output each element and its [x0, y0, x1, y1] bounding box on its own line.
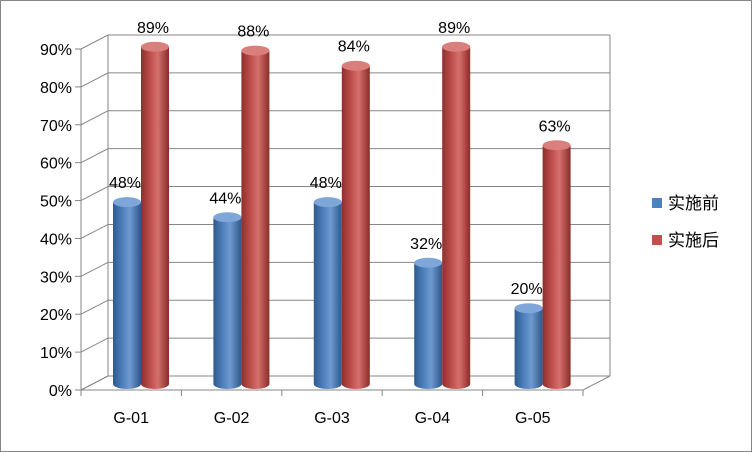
data-label: 63% — [539, 118, 571, 135]
data-label: 32% — [410, 236, 442, 253]
y-tick-label: 70% — [40, 118, 72, 135]
bar-body — [113, 202, 141, 389]
x-tick-label: G-05 — [515, 410, 551, 427]
legend-label: 实施后 — [668, 231, 719, 251]
bar-body — [542, 145, 571, 389]
bar-top — [241, 45, 270, 56]
bars — [113, 41, 571, 390]
y-tick-label: 90% — [40, 42, 72, 59]
y-tick-label: 50% — [40, 194, 72, 211]
bar-after-G-02 — [241, 45, 270, 389]
y-tick-label: 80% — [40, 80, 72, 97]
bar-top — [213, 212, 242, 223]
bar-top — [414, 257, 443, 268]
data-label: 89% — [438, 20, 470, 37]
bar-before-G-01 — [113, 197, 141, 389]
bar-top — [514, 303, 543, 314]
bar-top — [442, 41, 471, 52]
legend-label: 实施前 — [668, 194, 719, 214]
y-tick-label: 0% — [49, 383, 72, 400]
data-label: 48% — [310, 175, 342, 192]
y-tick-label: 40% — [40, 231, 72, 248]
x-tick-label: G-02 — [214, 410, 250, 427]
bar-body — [313, 202, 342, 389]
x-tick-label: G-01 — [113, 410, 149, 427]
bar-body — [514, 308, 543, 389]
bar-top — [341, 60, 370, 71]
bar-after-G-01 — [141, 41, 169, 390]
y-tick-label: 20% — [40, 307, 72, 324]
bar-after-G-05 — [542, 140, 571, 389]
bar-before-G-03 — [313, 197, 342, 389]
data-label: 48% — [109, 175, 141, 192]
bar-before-G-05 — [514, 303, 543, 389]
bar-body — [442, 46, 471, 390]
x-tick-label: G-04 — [415, 410, 451, 427]
data-labels: 48% 44% 48% 32% 20% 89% 88% 84% 89% 63% — [109, 20, 571, 298]
bar-body — [341, 65, 370, 389]
legend-swatch — [652, 235, 662, 245]
bar-top — [542, 140, 571, 151]
bar-top — [113, 197, 141, 208]
bar-body — [141, 46, 169, 390]
bar-top — [313, 197, 342, 208]
bar-before-G-02 — [213, 212, 242, 389]
bar-after-G-03 — [341, 60, 370, 389]
y-tick-label: 10% — [40, 345, 72, 362]
legend-swatch — [652, 198, 662, 208]
data-label: 84% — [338, 39, 370, 56]
data-label: 20% — [511, 281, 543, 298]
x-tick-label: G-03 — [314, 410, 350, 427]
data-label: 44% — [209, 190, 241, 207]
data-label: 89% — [137, 20, 169, 37]
bar-body — [213, 217, 242, 389]
bar-top — [141, 41, 169, 52]
bar-body — [414, 262, 443, 389]
y-tick-label: 60% — [40, 156, 72, 173]
data-label: 88% — [237, 24, 269, 41]
y-tick-label: 30% — [40, 269, 72, 286]
bar-body — [241, 50, 270, 389]
bar-after-G-04 — [442, 41, 471, 390]
bar-before-G-04 — [414, 257, 443, 389]
